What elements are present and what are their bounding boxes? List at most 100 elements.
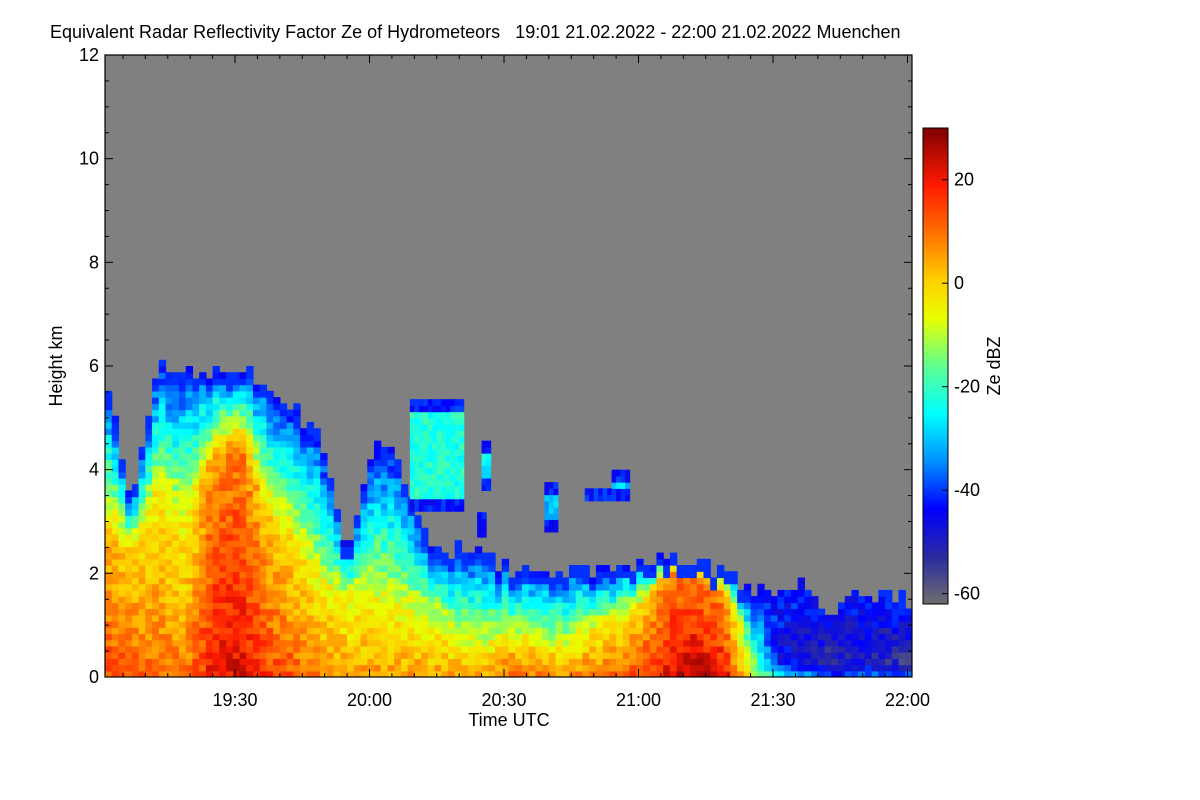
heatmap-cell xyxy=(770,614,779,622)
heatmap-cell xyxy=(374,459,382,467)
heatmap-cell xyxy=(831,627,839,635)
heatmap-cell xyxy=(246,397,254,404)
heatmap-cell xyxy=(548,506,554,514)
heatmap-cell xyxy=(105,484,113,491)
heatmap-cell xyxy=(165,484,173,491)
heatmap-cell xyxy=(831,633,839,641)
heatmap-cell xyxy=(279,552,288,560)
heatmap-cell xyxy=(690,639,698,647)
heatmap-cell xyxy=(905,639,912,647)
heatmap-cell xyxy=(125,577,133,585)
heatmap-cell xyxy=(445,492,451,500)
heatmap-cell xyxy=(313,477,321,485)
heatmap-cell xyxy=(824,658,832,666)
heatmap-cell xyxy=(553,482,559,489)
heatmap-cell xyxy=(152,664,160,672)
heatmap-cell xyxy=(273,527,281,535)
heatmap-cell xyxy=(353,664,362,672)
heatmap-cell xyxy=(300,652,308,659)
heatmap-cell xyxy=(421,602,429,610)
heatmap-cell xyxy=(703,664,711,672)
heatmap-cell xyxy=(252,446,261,454)
heatmap-cell xyxy=(273,670,281,677)
heatmap-cell xyxy=(387,645,395,653)
heatmap-cell xyxy=(477,524,483,532)
heatmap-cell xyxy=(636,658,644,666)
heatmap-cell xyxy=(528,583,536,591)
heatmap-cell xyxy=(542,645,550,653)
heatmap-cell xyxy=(851,589,859,597)
heatmap-cell xyxy=(730,670,738,677)
heatmap-cell xyxy=(421,645,429,653)
heatmap-cell xyxy=(548,614,557,622)
heatmap-cell xyxy=(259,602,267,610)
heatmap-cell xyxy=(172,577,180,585)
heatmap-cell xyxy=(683,664,691,672)
heatmap-cell xyxy=(407,627,415,635)
heatmap-cell xyxy=(730,589,738,597)
heatmap-cell xyxy=(125,645,133,653)
heatmap-cell xyxy=(178,521,187,529)
heatmap-cell xyxy=(885,602,893,610)
heatmap-cell xyxy=(326,496,335,504)
heatmap-cell xyxy=(259,614,267,622)
heatmap-cell xyxy=(165,465,173,473)
heatmap-cell xyxy=(266,527,274,535)
heatmap-cell xyxy=(320,577,328,585)
heatmap-cell xyxy=(878,652,886,659)
heatmap-cell xyxy=(468,565,476,572)
heatmap-cell xyxy=(138,664,146,672)
heatmap-cell xyxy=(326,558,335,566)
heatmap-cell xyxy=(246,496,254,504)
heatmap-cell xyxy=(400,614,409,622)
heatmap-cell xyxy=(495,608,503,616)
heatmap-cell xyxy=(293,596,301,603)
heatmap-cell xyxy=(259,484,267,491)
heatmap-cell xyxy=(441,571,449,579)
heatmap-cell xyxy=(521,621,530,628)
heatmap-cell xyxy=(286,490,294,498)
heatmap-cell xyxy=(205,608,214,616)
heatmap-cell xyxy=(185,571,194,579)
heatmap-cell xyxy=(279,658,288,666)
heatmap-cell xyxy=(461,652,469,659)
heatmap-cell xyxy=(885,614,893,622)
heatmap-cell xyxy=(212,589,220,597)
heatmap-cell xyxy=(844,602,853,610)
heatmap-cell xyxy=(864,627,873,635)
heatmap-cell xyxy=(185,484,194,491)
heatmap-cell xyxy=(716,670,725,677)
heatmap-cell xyxy=(226,614,234,622)
heatmap-cell xyxy=(178,645,187,653)
heatmap-cell xyxy=(589,577,597,585)
heatmap-cell xyxy=(273,428,281,436)
heatmap-cell xyxy=(891,608,900,616)
heatmap-cell xyxy=(374,627,382,635)
heatmap-cell xyxy=(226,477,234,485)
heatmap-cell xyxy=(656,608,664,616)
heatmap-cell xyxy=(690,658,698,666)
heatmap-cell xyxy=(737,664,745,672)
heatmap-cell xyxy=(340,627,348,635)
heatmap-cell xyxy=(468,596,476,603)
heatmap-cell xyxy=(609,645,617,653)
heatmap-cell xyxy=(118,490,126,498)
heatmap-cell xyxy=(212,372,220,380)
heatmap-cell xyxy=(313,658,321,666)
heatmap-cell xyxy=(158,359,167,367)
heatmap-cell xyxy=(804,602,812,610)
heatmap-cell xyxy=(178,589,187,597)
heatmap-cell xyxy=(602,627,610,635)
heatmap-cell xyxy=(226,602,234,610)
heatmap-cell xyxy=(824,652,832,659)
heatmap-cell xyxy=(790,639,799,647)
heatmap-cell xyxy=(387,621,395,628)
heatmap-cell xyxy=(259,552,267,560)
heatmap-cell xyxy=(152,515,160,523)
heatmap-cell xyxy=(380,527,389,535)
heatmap-cell xyxy=(152,440,160,448)
heatmap-cell xyxy=(716,589,725,597)
heatmap-cell xyxy=(239,639,247,647)
heatmap-cell xyxy=(582,621,590,628)
heatmap-cell xyxy=(259,664,267,672)
